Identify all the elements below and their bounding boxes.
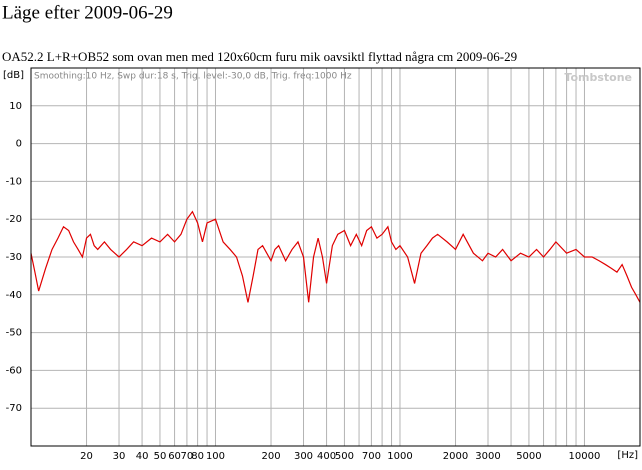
x-tick-label: 70 bbox=[181, 451, 194, 462]
x-tick-label: 200 bbox=[261, 451, 280, 462]
chart-subtitle: OA52.2 L+R+OB52 som ovan men med 120x60c… bbox=[2, 49, 517, 64]
y-tick-label: -10 bbox=[6, 176, 22, 187]
y-tick-label: -50 bbox=[6, 328, 22, 339]
x-tick-label: 80 bbox=[191, 451, 204, 462]
x-tick-label: 1000 bbox=[387, 451, 412, 462]
x-tick-label: 50 bbox=[154, 451, 167, 462]
x-tick-label: 300 bbox=[294, 451, 313, 462]
x-tick-label: 700 bbox=[362, 451, 381, 462]
y-tick-label: -70 bbox=[6, 403, 22, 414]
y-tick-label: -40 bbox=[6, 290, 22, 301]
x-tick-label: 10000 bbox=[569, 451, 601, 462]
x-tick-label: 2000 bbox=[443, 451, 468, 462]
plot-frame bbox=[30, 67, 641, 447]
x-tick-label: 3000 bbox=[475, 451, 500, 462]
x-tick-label: 40 bbox=[136, 451, 149, 462]
x-tick-label: 30 bbox=[113, 451, 126, 462]
response-line bbox=[30, 210, 641, 303]
chart-title: Läge efter 2009-06-29 bbox=[2, 2, 173, 23]
y-tick-label: -60 bbox=[6, 365, 22, 376]
y-tick-label: -30 bbox=[6, 252, 22, 263]
x-axis-label: [Hz] bbox=[617, 450, 638, 461]
y-tick-label: 10 bbox=[9, 101, 22, 112]
annotation: Smoothing:10 Hz, Swp dur:18 s, Trig. lev… bbox=[34, 72, 352, 82]
watermark: Tombstone bbox=[564, 71, 632, 84]
x-tick-label: 5000 bbox=[516, 451, 541, 462]
x-tick-label: 60 bbox=[168, 451, 181, 462]
x-tick-label: 500 bbox=[335, 451, 354, 462]
y-tick-label: 0 bbox=[16, 139, 22, 150]
x-tick-label: 400 bbox=[317, 451, 336, 462]
x-tick-label: 100 bbox=[206, 451, 225, 462]
y-tick-label: -20 bbox=[6, 214, 22, 225]
y-axis-label: [dB] bbox=[3, 70, 24, 81]
x-tick-label: 20 bbox=[80, 451, 93, 462]
